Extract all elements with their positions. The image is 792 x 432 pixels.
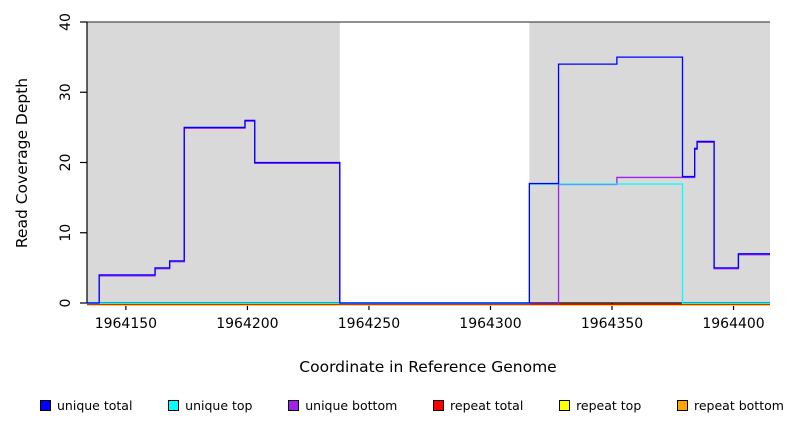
legend-item-unique-bottom: unique bottom xyxy=(288,398,397,413)
legend-swatch-unique-total xyxy=(40,400,51,411)
y-tick-label: 20 xyxy=(58,154,74,172)
shaded-region xyxy=(529,22,770,303)
legend-item-unique-total: unique total xyxy=(40,398,132,413)
legend-label-unique-top: unique top xyxy=(185,398,253,413)
legend-item-repeat-top: repeat top xyxy=(559,398,641,413)
legend-swatch-unique-bottom xyxy=(288,400,300,411)
x-tick-label: 1964150 xyxy=(95,316,157,332)
x-tick-label: 1964400 xyxy=(702,316,764,332)
legend-label-unique-total: unique total xyxy=(57,398,133,413)
y-tick-label: 40 xyxy=(58,13,74,31)
series-line-unique-total xyxy=(87,56,770,304)
legend: unique total unique top unique bottom repea… xyxy=(40,398,784,413)
legend-item-repeat-total: repeat total xyxy=(433,398,523,413)
y-axis-title: Read Coverage Depth xyxy=(13,78,31,248)
legend-swatch-repeat-total xyxy=(433,400,445,411)
legend-item-unique-top: unique top xyxy=(168,398,252,413)
legend-swatch-repeat-top xyxy=(559,400,571,411)
legend-swatch-repeat-bottom xyxy=(677,400,688,411)
x-tick-label: 1964200 xyxy=(216,316,278,332)
legend-swatch-unique-top xyxy=(168,400,180,411)
plot-layer: 1964150 1964200 1964250 1964300 1964350 19644… xyxy=(58,13,770,332)
legend-label-unique-bottom: unique bottom xyxy=(305,398,398,413)
x-tick-label: 1964300 xyxy=(459,316,521,332)
y-tick-label: 30 xyxy=(58,83,74,101)
legend-item-repeat-bottom: repeat bottom xyxy=(677,398,784,413)
y-tick-label: 0 xyxy=(58,299,74,308)
legend-label-repeat-bottom: repeat bottom xyxy=(694,398,784,413)
x-tick-label: 1964250 xyxy=(338,316,400,332)
y-tick-label: 10 xyxy=(58,224,74,242)
legend-label-repeat-top: repeat top xyxy=(576,398,642,413)
legend-label-repeat-total: repeat total xyxy=(450,398,524,413)
x-axis-title: Coordinate in Reference Genome xyxy=(299,358,556,376)
x-tick-label: 1964350 xyxy=(581,316,643,332)
